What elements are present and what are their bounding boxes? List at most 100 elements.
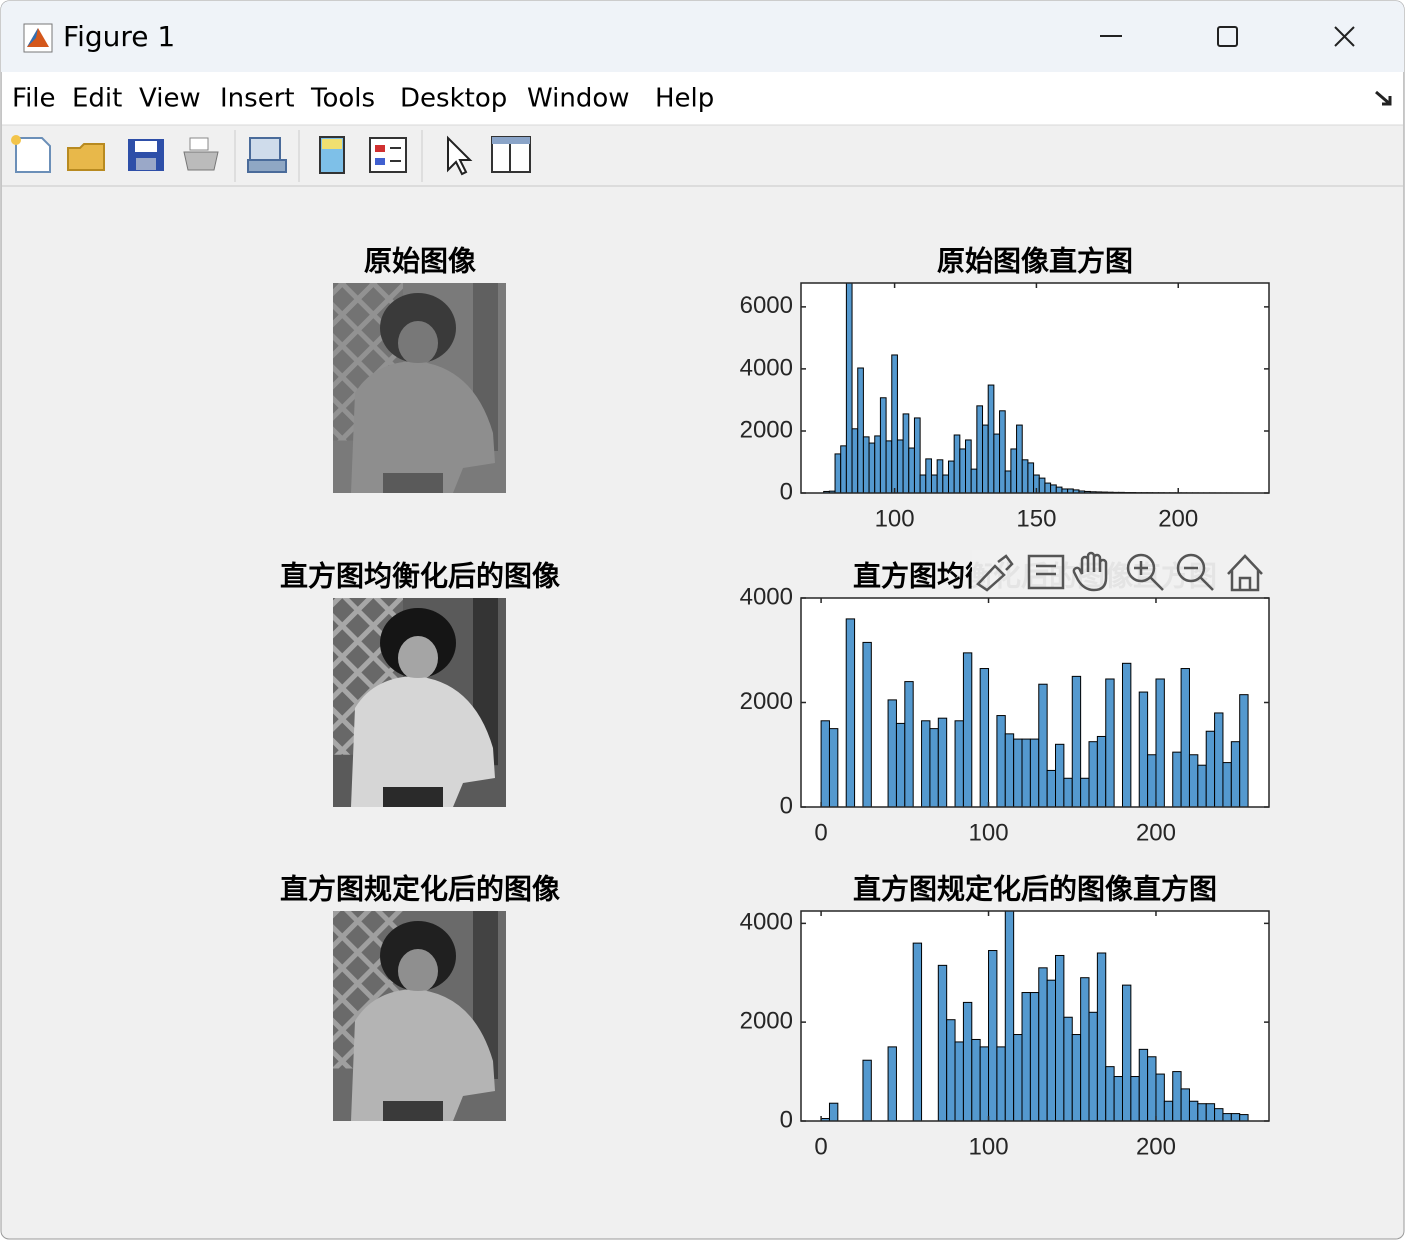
bar [1013, 1034, 1023, 1122]
bar [1230, 1113, 1241, 1122]
y-tick-label: 6000 [740, 292, 793, 319]
menu-item[interactable]: File [12, 84, 56, 114]
bar [887, 1046, 897, 1122]
bar [908, 447, 915, 494]
bar [857, 367, 864, 494]
close-button[interactable] [1334, 26, 1355, 47]
dock-arrow[interactable] [1375, 90, 1392, 106]
bar [1004, 470, 1012, 494]
bar [891, 354, 898, 494]
bar [912, 942, 923, 1122]
datatip-icon[interactable] [1027, 554, 1065, 590]
home-icon[interactable] [1227, 554, 1263, 592]
image-face [398, 321, 438, 365]
bar [845, 618, 856, 808]
x-tick-label: 100 [969, 819, 1009, 846]
menu-item[interactable]: Window [527, 84, 630, 114]
pointer-icon[interactable] [447, 135, 473, 176]
bar [834, 453, 842, 494]
menu-item[interactable]: Desktop [400, 84, 507, 114]
bar [965, 439, 972, 494]
bar [1138, 691, 1149, 808]
zoom-out-icon[interactable] [1176, 553, 1214, 591]
bar [885, 440, 893, 494]
bar [868, 442, 876, 494]
bar [1080, 977, 1090, 1122]
bar [979, 1046, 990, 1122]
bar [913, 417, 921, 494]
image [333, 598, 506, 807]
bar [1071, 1034, 1082, 1122]
bar [896, 439, 904, 494]
axes-box [800, 282, 1270, 494]
bar [1029, 992, 1040, 1122]
menu-item[interactable]: View [139, 84, 201, 114]
y-tick-label: 0 [780, 792, 793, 819]
image-legs [383, 473, 443, 493]
bar [937, 964, 948, 1122]
bar [996, 1046, 1006, 1122]
brush-icon[interactable] [976, 554, 1014, 592]
bar [937, 717, 948, 808]
image-title: 直方图规定化后的图像 [280, 873, 561, 906]
bar [962, 1001, 973, 1122]
bar [1021, 992, 1031, 1122]
axes-box [800, 910, 1270, 1122]
menu-item[interactable]: Insert [220, 84, 295, 114]
bar [1163, 1100, 1174, 1122]
image-legs [383, 1101, 443, 1121]
y-tick-label: 4000 [740, 909, 793, 936]
bar [1055, 743, 1065, 808]
y-tick-label: 2000 [740, 416, 793, 443]
maximize-button[interactable] [1217, 26, 1238, 47]
link-icon[interactable] [247, 137, 287, 173]
bar [1096, 952, 1107, 1122]
bar [979, 668, 990, 808]
bar [1188, 754, 1199, 808]
bar [862, 641, 872, 808]
y-tick-label: 2000 [740, 1008, 793, 1035]
bar [970, 468, 978, 494]
bar [954, 720, 964, 808]
legend-icon[interactable] [369, 137, 407, 173]
open-icon[interactable] [67, 143, 105, 171]
image-face [398, 636, 438, 680]
toolbar [11, 130, 531, 182]
x-tick-label: 100 [969, 1133, 1009, 1160]
bar [1088, 741, 1098, 808]
save-icon[interactable] [128, 139, 164, 171]
bar [925, 458, 932, 494]
bar [1010, 448, 1018, 494]
bar [1105, 678, 1115, 808]
bar [1063, 777, 1073, 808]
bar [1105, 1066, 1115, 1122]
bar [1050, 484, 1057, 494]
x-tick-label: 200 [1136, 819, 1176, 846]
property-icon[interactable] [491, 136, 531, 173]
bar [1021, 738, 1031, 808]
bar [1004, 733, 1015, 808]
bar [1155, 1073, 1165, 1122]
y-tick-label: 4000 [740, 583, 793, 610]
bar [1113, 1076, 1123, 1122]
bar [1038, 683, 1048, 808]
bar [1147, 1056, 1157, 1122]
colorbar-icon[interactable] [319, 136, 345, 174]
image-coat [351, 989, 495, 1121]
pan-icon[interactable] [1072, 551, 1108, 592]
zoom-in-icon[interactable] [1126, 553, 1164, 591]
chart-title: 直方图规定化后的图像直方图 [853, 873, 1217, 906]
print-icon[interactable] [183, 137, 219, 171]
menu-item[interactable]: Edit [72, 84, 122, 114]
axes-toolbar [972, 550, 1270, 592]
bar [1038, 967, 1048, 1122]
menu-bar [2, 72, 1403, 125]
bar [845, 282, 853, 494]
chart-title: 原始图像直方图 [937, 245, 1133, 278]
x-tick-label: 200 [1136, 1133, 1176, 1160]
menu-item[interactable]: Help [655, 84, 714, 114]
menu-item[interactable]: Tools [310, 84, 375, 114]
bar [1004, 910, 1015, 1122]
x-tick-label: 0 [814, 1133, 827, 1160]
new-icon[interactable] [11, 135, 51, 173]
